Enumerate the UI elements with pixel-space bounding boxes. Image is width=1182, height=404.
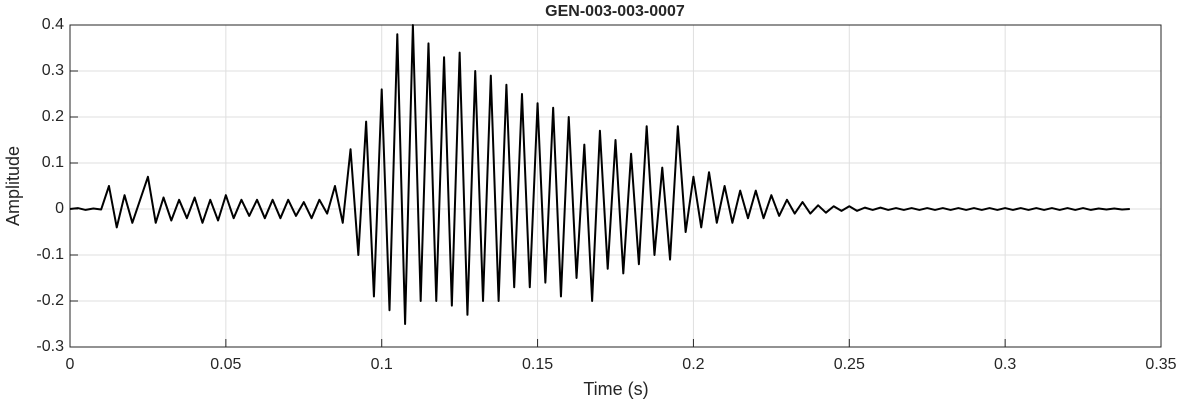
y-tick-label: 0.1 [42,154,64,171]
x-tick-label: 0.3 [994,356,1016,373]
y-tick-label: 0.2 [42,108,64,125]
plot-frame [69,24,1162,348]
x-tick-label: 0.2 [682,356,704,373]
chart-title: GEN-003-003-0007 [545,3,685,20]
y-axis-label: Amplitude [3,146,23,226]
y-tick-label: 0.3 [42,62,64,79]
waveform-line [69,24,1130,325]
y-tick-label: -0.1 [36,246,64,263]
x-tick-label: 0.05 [210,356,241,373]
y-tick-label: -0.3 [36,338,64,355]
x-tick-label: 0.1 [371,356,393,373]
x-tick-label: 0.15 [522,356,553,373]
x-tick-label: 0.25 [834,356,865,373]
x-tick-label: 0 [66,356,75,373]
y-tick-label: 0.4 [42,16,64,33]
x-tick-label: 0.35 [1145,356,1176,373]
y-tick-label: -0.2 [36,292,64,309]
y-tick-label: 0 [55,200,64,217]
x-axis-label: Time (s) [583,379,648,399]
